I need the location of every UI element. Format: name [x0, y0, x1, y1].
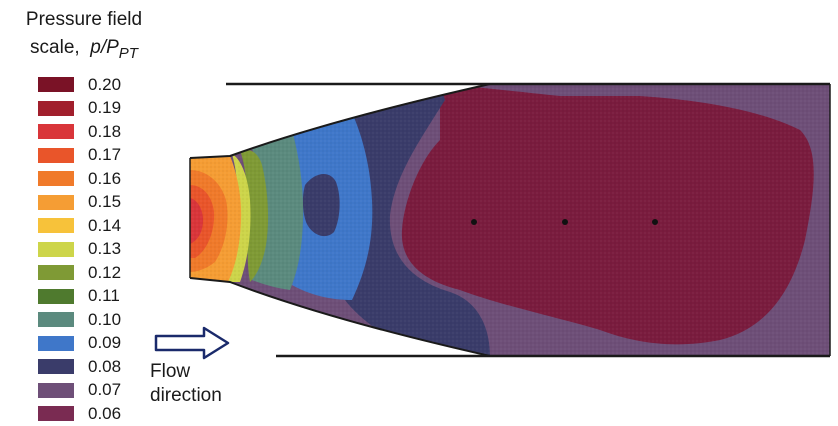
legend-swatch: [38, 100, 74, 116]
flow-direction-label: Flow direction: [150, 360, 222, 408]
duct-walls: [189, 82, 831, 358]
legend-label: 0.20: [88, 74, 122, 94]
legend-label: 0.08: [88, 356, 122, 376]
legend-item: 0.10: [38, 308, 168, 332]
legend-swatch: [38, 241, 74, 257]
legend-swatch: [38, 171, 74, 187]
legend-swatch: [38, 359, 74, 375]
legend-swatch: [38, 406, 74, 422]
probe-point: [471, 219, 477, 225]
legend-label: 0.15: [88, 192, 122, 212]
legend-item: 0.19: [38, 97, 168, 121]
legend-swatch: [38, 194, 74, 210]
pressure-contours: [190, 84, 830, 356]
probe-point: [562, 219, 568, 225]
legend-item: 0.20: [38, 73, 168, 97]
flow-label-line2: direction: [150, 385, 222, 406]
texture-overlay: [190, 84, 830, 356]
legend-item: 0.06: [38, 402, 168, 426]
legend-label: 0.19: [88, 98, 122, 118]
legend-title-subscript: PT: [118, 45, 138, 62]
legend-swatch: [38, 335, 74, 351]
legend-swatch: [38, 77, 74, 93]
legend-swatch: [38, 382, 74, 398]
legend-swatch: [38, 147, 74, 163]
legend-item: 0.14: [38, 214, 168, 238]
probe-points: [471, 219, 658, 225]
legend-swatch: [38, 288, 74, 304]
flow-label-line1: Flow: [150, 361, 191, 382]
legend-title-line1: Pressure field: [25, 9, 143, 30]
legend-item: 0.13: [38, 238, 168, 262]
lower-nozzle-contour: [189, 277, 491, 357]
legend-label: 0.10: [88, 309, 122, 329]
legend-label: 0.17: [88, 145, 122, 165]
legend-label: 0.16: [88, 168, 122, 188]
legend-item: 0.15: [38, 191, 168, 215]
legend-title-line2: scale, p/PPT: [4, 34, 164, 68]
legend-item: 0.07: [38, 379, 168, 403]
legend-label: 0.06: [88, 403, 122, 423]
legend-title: Pressure field scale, p/PPT: [4, 6, 164, 68]
legend-swatch: [38, 265, 74, 281]
legend-item: 0.16: [38, 167, 168, 191]
legend-item: 0.09: [38, 332, 168, 356]
upper-nozzle-contour: [189, 83, 491, 159]
legend-title-symbol: p/P: [90, 37, 119, 58]
legend-label: 0.13: [88, 239, 122, 259]
legend-label: 0.14: [88, 215, 122, 235]
flow-direction-arrow-icon: [154, 326, 230, 360]
legend-title-prefix: scale,: [30, 37, 80, 58]
color-scale-legend: 0.20 0.19 0.18 0.17 0.16 0.15 0.14 0.13 0.12 0.11…: [38, 73, 168, 426]
legend-swatch: [38, 218, 74, 234]
legend-label: 0.11: [88, 286, 120, 306]
legend-item: 0.17: [38, 144, 168, 168]
legend-label: 0.18: [88, 121, 122, 141]
probe-point: [652, 219, 658, 225]
legend-item: 0.18: [38, 120, 168, 144]
legend-item: 0.12: [38, 261, 168, 285]
legend-label: 0.12: [88, 262, 122, 282]
legend-swatch: [38, 124, 74, 140]
legend-swatch: [38, 312, 74, 328]
legend-label: 0.07: [88, 380, 122, 400]
legend-label: 0.09: [88, 333, 122, 353]
legend-item: 0.08: [38, 355, 168, 379]
legend-item: 0.11: [38, 285, 168, 309]
